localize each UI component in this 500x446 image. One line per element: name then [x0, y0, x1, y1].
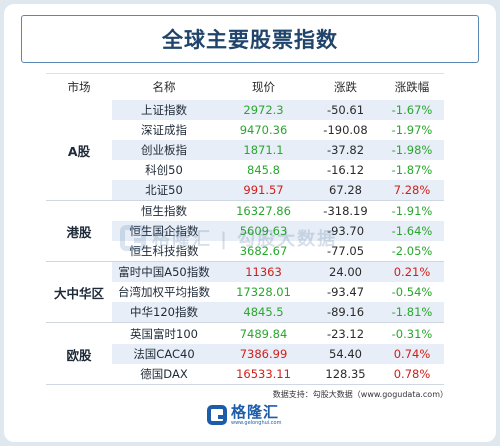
table-row: 英国富时100 7489.84 -23.12 -0.31%: [112, 324, 444, 344]
group-europe: 欧股 英国富时100 7489.84 -23.12 -0.31% 法国CAC40…: [46, 324, 444, 385]
index-price: 7489.84: [239, 327, 288, 341]
index-name: 深证成指: [141, 123, 187, 137]
index-price: 845.8: [247, 163, 280, 177]
index-pct: -1.67%: [391, 103, 433, 117]
index-price: 4845.5: [243, 305, 284, 319]
table-row: 科创50 845.8 -16.12 -1.87%: [112, 160, 444, 180]
index-price: 16533.11: [236, 367, 291, 381]
header-price: 现价: [252, 80, 275, 94]
index-price: 2972.3: [243, 103, 284, 117]
table-row: 北证50 991.57 67.28 7.28%: [112, 180, 444, 200]
index-price: 3682.67: [239, 244, 288, 258]
table-row: 深证成指 9470.36 -190.08 -1.97%: [112, 120, 444, 140]
index-price: 11363: [245, 265, 282, 279]
index-price: 7386.99: [239, 347, 288, 361]
group-hk-shares: 港股 恒生指数 16327.86 -318.19 -1.91% 恒生国企指数 5…: [46, 201, 444, 262]
data-source: 数据支持：勾股大数据（www.gogudata.com）: [272, 390, 448, 399]
index-change: -318.19: [323, 204, 368, 218]
index-change: 67.28: [329, 183, 362, 197]
index-name: 上证指数: [141, 103, 187, 117]
table-row: 中华120指数 4845.5 -89.16 -1.81%: [112, 302, 444, 322]
index-name: 富时中国A50指数: [118, 265, 210, 279]
index-price: 9470.36: [239, 123, 288, 137]
index-pct: -1.97%: [391, 123, 433, 137]
index-change: 24.00: [329, 265, 362, 279]
table-row: 恒生科技指数 3682.67 -77.05 -2.05%: [112, 241, 444, 261]
index-change: -50.61: [326, 103, 365, 117]
group-a-shares: A股 上证指数 2972.3 -50.61 -1.67% 深证成指 9470.3…: [46, 100, 444, 201]
group-label: 大中华区: [46, 262, 112, 322]
group-label: 欧股: [46, 324, 112, 384]
index-name: 中华120指数: [130, 305, 198, 319]
index-change: -77.05: [326, 244, 365, 258]
index-pct: -0.31%: [391, 327, 433, 341]
table-row: 法国CAC40 7386.99 54.40 0.74%: [112, 344, 444, 364]
index-name: 科创50: [145, 163, 183, 177]
header-name: 名称: [152, 80, 176, 94]
index-pct: 0.21%: [393, 265, 431, 279]
group-label: 港股: [46, 201, 112, 261]
table-row: 恒生国企指数 5609.63 -93.70 -1.64%: [112, 221, 444, 241]
header-market: 市场: [67, 80, 91, 94]
table-row: 上证指数 2972.3 -50.61 -1.67%: [112, 100, 444, 120]
index-pct: 7.28%: [393, 183, 431, 197]
index-change: -93.47: [326, 285, 365, 299]
group-greater-china: 大中华区 富时中国A50指数 11363 24.00 0.21% 台湾加权平均指…: [46, 262, 444, 323]
brand-logo-icon: [207, 405, 227, 425]
table-row: 德国DAX 16533.11 128.35 0.78%: [112, 364, 444, 384]
index-pct: -1.98%: [391, 143, 433, 157]
index-change: 54.40: [329, 347, 362, 361]
index-pct: -2.05%: [391, 244, 433, 258]
table-row: 台湾加权平均指数 17328.01 -93.47 -0.54%: [112, 282, 444, 302]
index-pct: -1.81%: [391, 305, 433, 319]
index-pct: -1.91%: [391, 204, 433, 218]
table-row: 富时中国A50指数 11363 24.00 0.21%: [112, 262, 444, 282]
index-name: 恒生指数: [141, 204, 187, 218]
index-change: -16.12: [326, 163, 365, 177]
title-box: 全球主要股票指数: [21, 15, 479, 63]
index-name: 恒生科技指数: [129, 244, 199, 258]
index-name: 台湾加权平均指数: [118, 285, 210, 299]
footer-logo: 格隆汇 www.gelonghui.com: [207, 404, 281, 426]
index-pct: -1.64%: [391, 224, 433, 238]
group-label: A股: [46, 100, 112, 200]
page-title: 全球主要股票指数: [162, 28, 338, 52]
index-pct: 0.74%: [393, 347, 431, 361]
index-price: 1871.1: [243, 143, 284, 157]
index-change: 128.35: [325, 367, 366, 381]
table-header: 市场 名称 现价 涨跌 涨跌幅: [46, 73, 444, 101]
index-change: -89.16: [326, 305, 365, 319]
index-price: 5609.63: [239, 224, 288, 238]
index-change: -93.70: [326, 224, 365, 238]
index-price: 16327.86: [236, 204, 291, 218]
index-change: -190.08: [323, 123, 368, 137]
index-name: 英国富时100: [130, 327, 198, 341]
index-name: 恒生国企指数: [129, 224, 199, 238]
index-pct: 0.78%: [393, 367, 431, 381]
header-change: 涨跌: [334, 80, 357, 94]
table-row: 恒生指数 16327.86 -318.19 -1.91%: [112, 201, 444, 221]
index-pct: -1.87%: [391, 163, 433, 177]
index-price: 17328.01: [236, 285, 291, 299]
index-name: 创业板指: [141, 143, 187, 157]
index-change: -37.82: [326, 143, 365, 157]
index-name: 北证50: [145, 183, 183, 197]
index-name: 法国CAC40: [133, 347, 195, 361]
index-change: -23.12: [326, 327, 365, 341]
table-row: 创业板指 1871.1 -37.82 -1.98%: [112, 140, 444, 160]
index-pct: -0.54%: [391, 285, 433, 299]
header-pct: 涨跌幅: [394, 80, 430, 94]
index-name: 德国DAX: [140, 367, 188, 381]
index-price: 991.57: [243, 183, 284, 197]
brand-url: www.gelonghui.com: [231, 420, 282, 426]
brand-name: 格隆汇: [231, 403, 280, 421]
